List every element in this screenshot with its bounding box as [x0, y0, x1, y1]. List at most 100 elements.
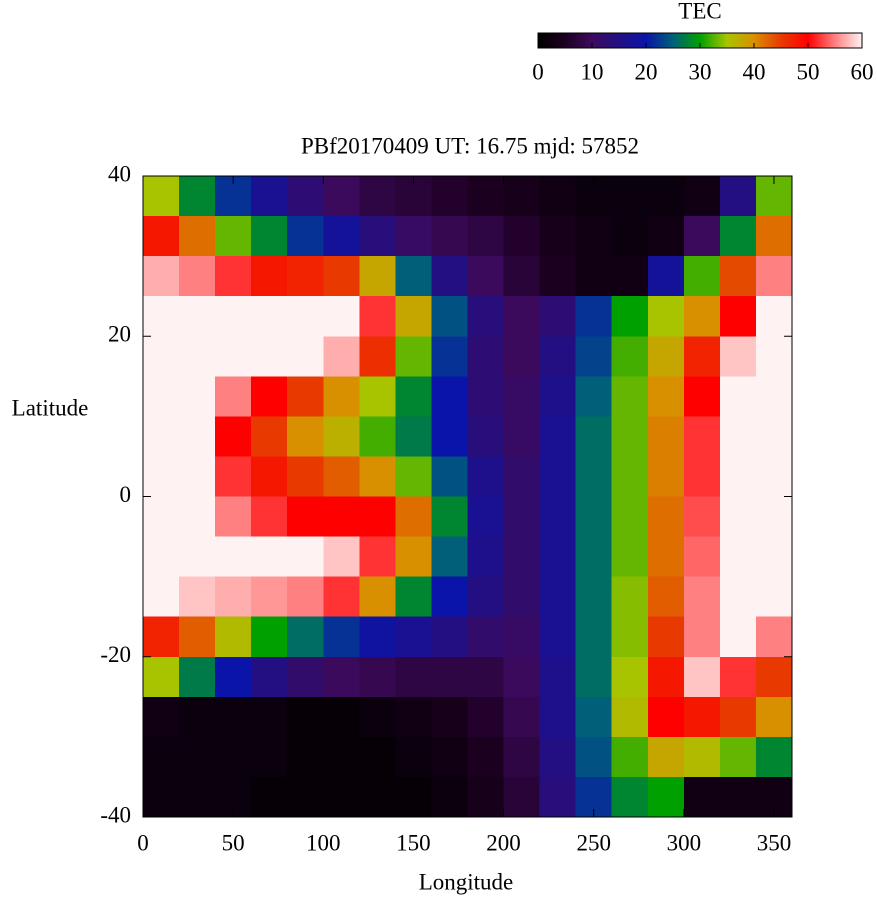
heatmap-cell [143, 696, 180, 738]
heatmap-cell [215, 736, 252, 778]
heatmap-cell [431, 776, 468, 818]
heatmap-cell [143, 776, 180, 818]
heatmap-cell [611, 336, 649, 377]
x-tick-label: 250 [576, 830, 611, 855]
heatmap-cell [719, 656, 757, 698]
heatmap-cell [395, 256, 432, 297]
heatmap-cell [719, 496, 757, 538]
heatmap-cell [395, 336, 432, 377]
heatmap-cell [539, 776, 577, 818]
heatmap-cell [539, 216, 577, 257]
heatmap-cell [647, 736, 685, 778]
heatmap-cell [467, 656, 505, 698]
heatmap-cell [575, 296, 613, 337]
heatmap-cell [323, 616, 360, 658]
heatmap-cell [179, 416, 216, 457]
heatmap-cell [611, 496, 649, 538]
heatmap-cell [395, 496, 432, 538]
heatmap-cell [287, 656, 324, 698]
heatmap-cell [359, 416, 396, 457]
colorbar-tick-label: 20 [635, 59, 658, 84]
heatmap-cell [683, 696, 721, 738]
heatmap-cell [719, 376, 757, 417]
heatmap-cell [467, 456, 505, 497]
heatmap-cell [251, 216, 288, 257]
heatmap-cell [287, 296, 324, 337]
heatmap-cell [719, 536, 757, 578]
heatmap-cell [359, 176, 396, 217]
heatmap-cell [503, 176, 541, 217]
colorbar-tick-label: 40 [743, 59, 766, 84]
heatmap-cell [287, 456, 324, 497]
heatmap-cell [611, 776, 649, 818]
heatmap-cell [143, 256, 180, 297]
heatmap-cell [683, 656, 721, 698]
heatmap-cell [539, 576, 577, 618]
heatmap-cell [251, 776, 288, 818]
y-tick-label: 20 [108, 322, 131, 347]
heatmap-cell [215, 216, 252, 257]
heatmap-cell [179, 616, 216, 658]
heatmap-cell [179, 176, 216, 217]
heatmap-cell [431, 416, 468, 457]
colorbar-tick-label: 10 [581, 59, 604, 84]
heatmap-cell [323, 736, 360, 778]
heatmap-cell [683, 176, 721, 217]
heatmap-cell [359, 616, 396, 658]
heatmap-cell [503, 256, 541, 297]
heatmap-cell [683, 776, 721, 818]
heatmap-cell [755, 336, 793, 377]
heatmap-cell [251, 456, 288, 497]
heatmap-cell [503, 576, 541, 618]
heatmap-cell [467, 696, 505, 738]
heatmap-cell [215, 616, 252, 658]
heatmap-cell [719, 296, 757, 337]
heatmap-cell [719, 416, 757, 457]
heatmap-cell [539, 736, 577, 778]
heatmap-cell [323, 496, 360, 538]
heatmap-cell [719, 216, 757, 257]
heatmap-cell [431, 256, 468, 297]
x-axis-label: Longitude [419, 869, 514, 894]
heatmap-cell [143, 576, 180, 618]
heatmap-cell [467, 176, 505, 217]
heatmap-cell [575, 536, 613, 578]
heatmap-cell [143, 616, 180, 658]
heatmap-cell [431, 496, 468, 538]
heatmap-cell [431, 576, 468, 618]
heatmap-cell [647, 216, 685, 257]
heatmap-cell [611, 616, 649, 658]
heatmap-cell [755, 536, 793, 578]
heatmap-cell [359, 656, 396, 698]
heatmap-cell [647, 496, 685, 538]
y-axis-label: Latitude [12, 395, 89, 420]
heatmap-cell [179, 576, 216, 618]
heatmap-cell [431, 536, 468, 578]
heatmap-cell [575, 576, 613, 618]
heatmap-cell [431, 336, 468, 377]
heatmap-cell [575, 416, 613, 457]
heatmap-cell [143, 176, 180, 217]
x-tick-label: 50 [222, 830, 245, 855]
colorbar-tick-label: 0 [532, 59, 544, 84]
y-tick-label: -20 [100, 642, 131, 667]
heatmap-cell [395, 216, 432, 257]
heatmap-cell [467, 296, 505, 337]
heatmap-cell [755, 736, 793, 778]
heatmap-cell [683, 616, 721, 658]
x-tick-label: 300 [667, 830, 702, 855]
heatmap-cell [539, 416, 577, 457]
heatmap-cell [395, 376, 432, 417]
heatmap-cell [755, 616, 793, 658]
heatmap-cell [683, 336, 721, 377]
heatmap-cell [539, 176, 577, 217]
heatmap-cell [683, 456, 721, 497]
heatmap-cell [359, 336, 396, 377]
heatmap-cell [647, 376, 685, 417]
heatmap-cell [251, 296, 288, 337]
heatmap-cell [179, 536, 216, 578]
heatmap-cell [539, 256, 577, 297]
heatmap-cell [431, 616, 468, 658]
heatmap-cell [755, 296, 793, 337]
heatmap-cell [251, 536, 288, 578]
